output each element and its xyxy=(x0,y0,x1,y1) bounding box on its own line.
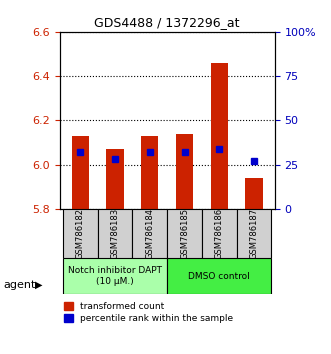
Bar xyxy=(167,258,271,294)
Text: agent: agent xyxy=(3,280,36,290)
Bar xyxy=(63,209,98,258)
Text: GSM786183: GSM786183 xyxy=(111,208,119,259)
Text: GSM786186: GSM786186 xyxy=(215,208,224,259)
Bar xyxy=(245,178,262,209)
Text: GSM786184: GSM786184 xyxy=(145,208,154,259)
Bar xyxy=(141,136,159,209)
Text: DMSO control: DMSO control xyxy=(188,272,250,281)
Bar xyxy=(72,136,89,209)
Bar xyxy=(176,133,193,209)
Bar xyxy=(63,258,167,294)
Text: GSM786187: GSM786187 xyxy=(250,208,259,259)
Legend: transformed count, percentile rank within the sample: transformed count, percentile rank withi… xyxy=(64,302,233,323)
Bar xyxy=(98,209,132,258)
Text: ▶: ▶ xyxy=(35,280,42,290)
Bar xyxy=(132,209,167,258)
Bar xyxy=(202,209,237,258)
Bar xyxy=(167,209,202,258)
Bar xyxy=(211,63,228,209)
Text: GSM786182: GSM786182 xyxy=(76,208,85,259)
Text: GSM786185: GSM786185 xyxy=(180,208,189,259)
Title: GDS4488 / 1372296_at: GDS4488 / 1372296_at xyxy=(94,16,240,29)
Bar xyxy=(107,149,124,209)
Text: Notch inhibitor DAPT
(10 μM.): Notch inhibitor DAPT (10 μM.) xyxy=(68,267,162,286)
Bar xyxy=(237,209,271,258)
